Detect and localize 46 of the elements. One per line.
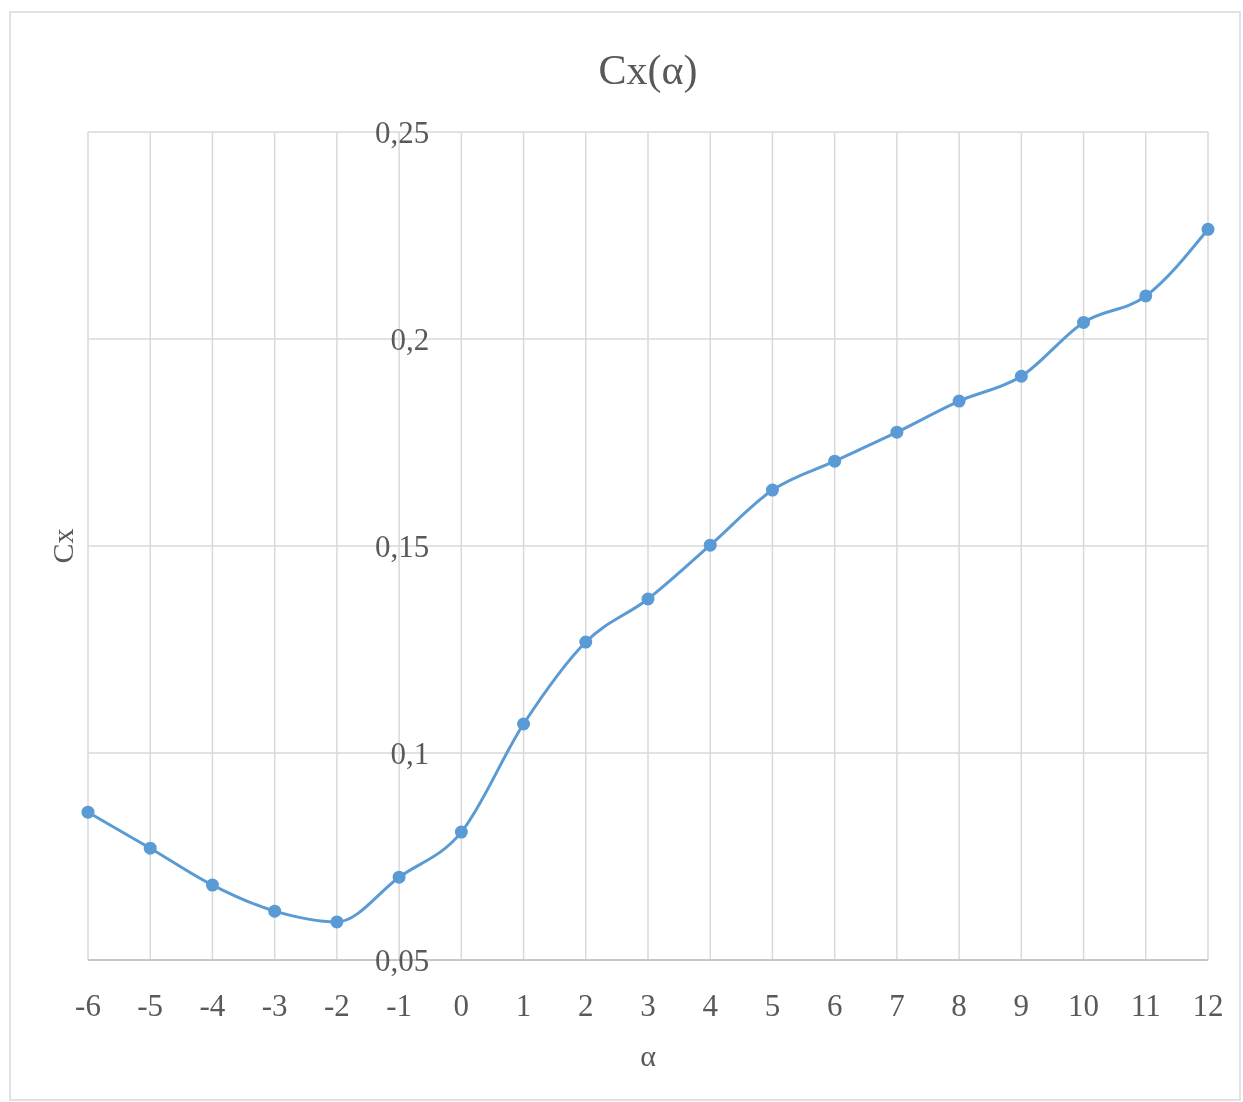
x-axis-title: α xyxy=(640,1039,657,1072)
point xyxy=(205,878,219,892)
x-tick-label: 3 xyxy=(640,988,656,1023)
x-tick-label: -4 xyxy=(199,988,226,1023)
point xyxy=(890,425,904,439)
x-tick-label: -1 xyxy=(386,988,413,1023)
chart-title: Cx(α) xyxy=(598,47,698,94)
x-tick-label: -2 xyxy=(323,988,350,1023)
y-tick-label: 0,25 xyxy=(375,114,430,150)
y-tick-label: 0,05 xyxy=(375,942,430,978)
point xyxy=(143,841,157,855)
x-tick-label: 4 xyxy=(702,988,719,1023)
x-tick-label: 11 xyxy=(1130,988,1161,1023)
point xyxy=(1139,289,1153,303)
y-tick-label: 0,1 xyxy=(390,735,430,771)
x-tick-label: 5 xyxy=(764,988,781,1023)
x-tick-label: -3 xyxy=(261,988,288,1023)
point xyxy=(703,538,717,552)
point xyxy=(1014,369,1028,383)
y-tick-label: 0,15 xyxy=(375,528,430,564)
y-axis-title: Cx xyxy=(46,528,79,564)
x-tick-label: -6 xyxy=(75,988,101,1023)
x-tick-label: 7 xyxy=(889,988,905,1023)
point xyxy=(268,904,282,918)
point xyxy=(517,717,531,731)
point xyxy=(828,454,842,468)
point xyxy=(641,592,655,606)
point xyxy=(1201,222,1215,236)
point xyxy=(81,805,95,819)
x-tick-label: 1 xyxy=(515,988,532,1023)
x-tick-label: 2 xyxy=(578,988,594,1023)
point xyxy=(454,825,468,839)
point xyxy=(765,483,779,497)
x-tick-label: 8 xyxy=(951,988,967,1023)
point xyxy=(1077,315,1091,329)
x-tick-label: 0 xyxy=(453,988,470,1023)
y-tick-label: 0,2 xyxy=(390,321,430,357)
point xyxy=(392,870,406,884)
point xyxy=(952,394,966,408)
x-tick-label: 6 xyxy=(826,988,843,1023)
point xyxy=(579,635,593,649)
x-tick-label: 10 xyxy=(1068,988,1100,1023)
x-tick-label: 12 xyxy=(1192,988,1224,1023)
x-tick-label: 9 xyxy=(1013,988,1030,1023)
point xyxy=(330,915,344,929)
x-tick-label: -5 xyxy=(137,988,164,1023)
